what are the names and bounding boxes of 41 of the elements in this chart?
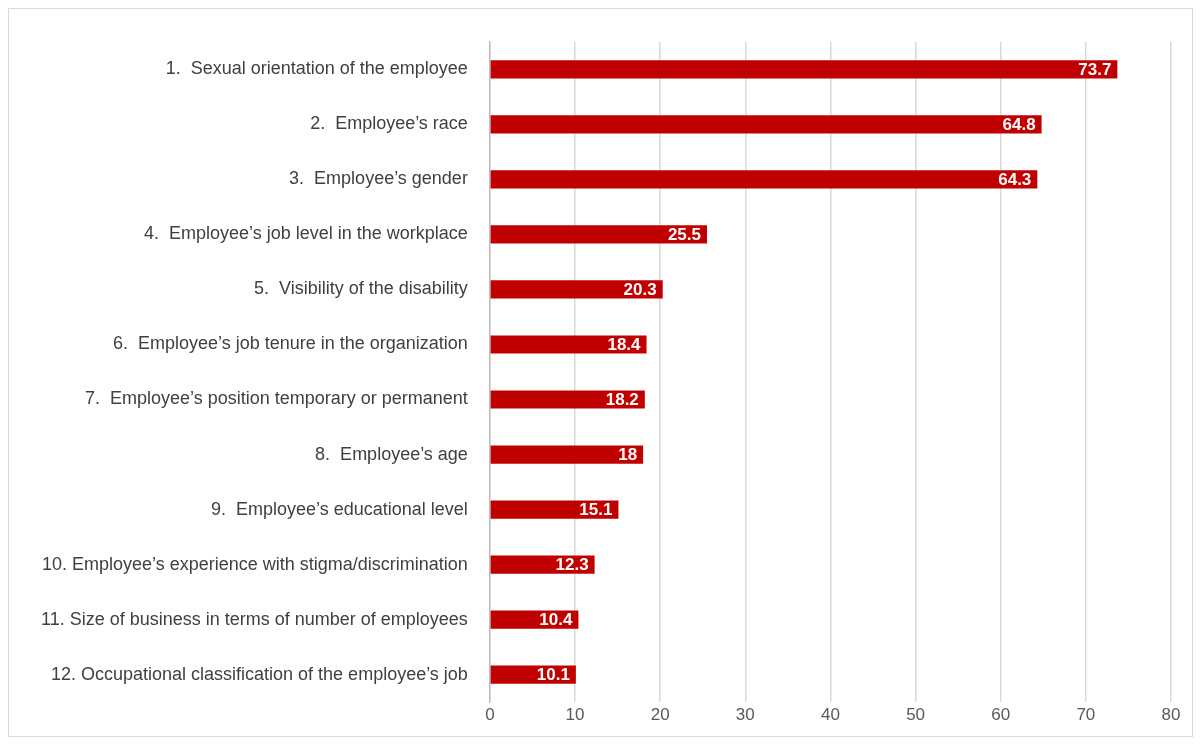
y-tick-label: 5. Visibility of the disability <box>254 278 468 299</box>
y-tick-label: 4. Employee’s job level in the workplace <box>144 223 468 244</box>
bar <box>490 115 1042 134</box>
y-tick-label: 11. Size of business in terms of number of employees <box>40 608 468 629</box>
data-label: 73.7 <box>1078 60 1112 79</box>
x-tick-label: 10 <box>565 705 585 725</box>
y-tick-label: 3. Employee’s gender <box>289 168 468 189</box>
bar <box>490 170 1038 189</box>
y-tick-label: 10. Employee’s experience with stigma/discrimination <box>42 553 468 574</box>
data-label: 64.3 <box>998 170 1032 190</box>
y-tick-label: 1. Sexual orientation of the employee <box>165 58 468 79</box>
y-tick-label: 9. Employee’s educational level <box>211 498 468 519</box>
bar <box>490 280 663 299</box>
data-label: 10.1 <box>536 665 570 685</box>
x-tick-label: 80 <box>1161 705 1181 725</box>
x-tick-label: 70 <box>1076 705 1096 725</box>
data-label: 25.5 <box>667 225 701 245</box>
data-label: 18.4 <box>607 335 642 355</box>
y-tick-label: 2. Employee’s race <box>310 113 468 134</box>
bar <box>490 335 647 354</box>
x-tick-label: 30 <box>735 705 755 725</box>
bar <box>490 445 644 464</box>
data-label: 12.3 <box>555 555 589 575</box>
data-label: 15.1 <box>579 500 613 520</box>
bar <box>490 60 1118 79</box>
x-tick-label: 20 <box>650 705 670 725</box>
x-tick-label: 0 <box>485 705 495 725</box>
data-label: 10.4 <box>539 610 573 630</box>
bar <box>490 390 645 409</box>
y-tick-label: 12. Occupational classification of the employee’s job <box>50 663 468 684</box>
y-tick-label: 7. Employee’s position temporary or permanent <box>85 388 468 409</box>
x-tick-label: 50 <box>906 705 926 725</box>
data-label: 18 <box>618 445 638 465</box>
x-tick-label: 40 <box>820 705 840 725</box>
data-label: 20.3 <box>623 280 657 300</box>
data-label: 18.2 <box>605 390 639 410</box>
data-label: 64.8 <box>1002 115 1036 135</box>
bar <box>490 225 707 244</box>
y-tick-label: 6. Employee’s job tenure in the organization <box>112 333 468 354</box>
x-tick-label: 60 <box>991 705 1011 725</box>
y-tick-label: 8. Employee’s age <box>315 443 468 464</box>
